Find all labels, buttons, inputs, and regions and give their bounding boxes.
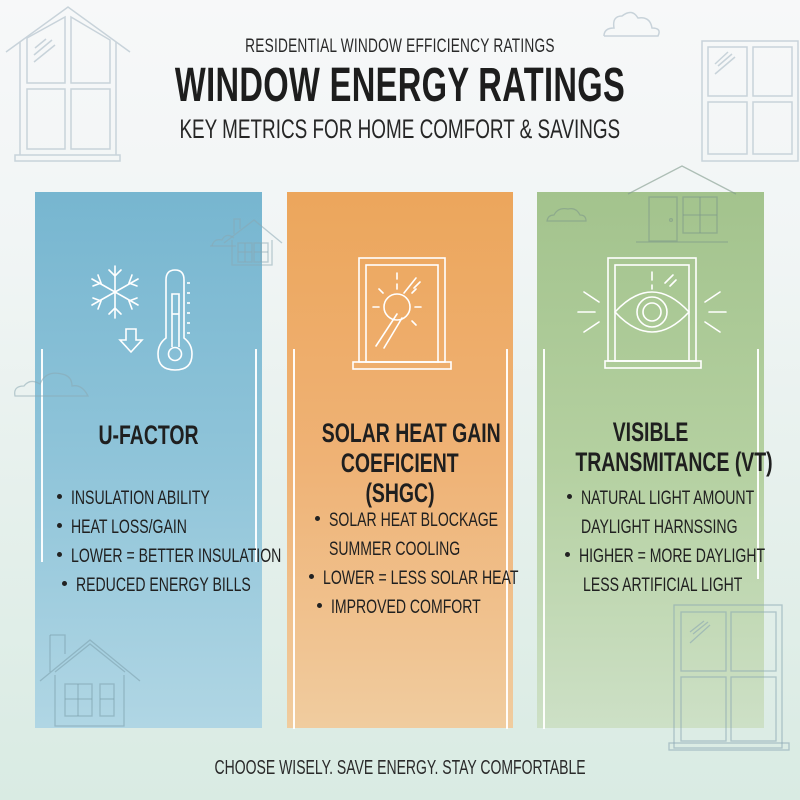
bullet-item: REDUCED ENERGY BILLS — [35, 575, 262, 597]
bullet-item: HEAT LOSS/GAIN — [35, 517, 262, 539]
divider-line — [543, 349, 545, 729]
bullet-item: IMPROVED COMFORT — [287, 597, 513, 619]
page-subtitle: KEY METRICS FOR HOME COMFORT & SAVINGS — [179, 114, 621, 144]
bullet-item: SUMMER COOLING — [329, 539, 461, 560]
down-arrow-icon — [118, 328, 144, 354]
eye-window-icon — [577, 256, 727, 369]
bullet-dot — [565, 552, 570, 558]
card-visible-transmittance: VISIBLE TRANSMITANCE (VT) NATURAL LIGHT … — [537, 192, 773, 729]
bullet-item: LOWER = BETTER INSULATION — [35, 546, 281, 568]
sun-window-icon — [352, 256, 452, 370]
divider-line — [255, 349, 257, 562]
bullet-dot — [57, 552, 62, 558]
card-title: VISIBLE TRANSMITANCE (VT) — [575, 417, 773, 477]
bullet-dot — [567, 494, 572, 500]
bullet-dot — [309, 574, 314, 580]
bullet-dot — [317, 603, 322, 609]
card-shgc: SOLAR HEAT GAIN COEFICIENT (SHGC) SOLAR … — [287, 192, 518, 729]
thermometer-icon — [154, 268, 198, 372]
card-title: U-FACTOR — [98, 420, 199, 450]
bullet-item: SOLAR HEAT BLOCKAGE — [287, 510, 513, 532]
card-u-factor: U-FACTOR INSULATION ABILITY HEAT LOSS/GA… — [35, 192, 281, 728]
bullet-dot — [57, 494, 62, 500]
divider-line — [41, 349, 43, 562]
bullet-item: INSULATION ABILITY — [35, 488, 262, 510]
bullet-item: DAYLIGHT HARNSSING — [581, 517, 738, 538]
bullet-item: NATURAL LIGHT AMOUNT — [537, 488, 764, 510]
card-title: SOLAR HEAT GAIN COEFICIENT (SHGC) — [321, 418, 501, 508]
page-title: WINDOW ENERGY RATINGS — [174, 59, 626, 112]
footer-tagline: CHOOSE WISELY. SAVE ENERGY. STAY COMFORT… — [214, 757, 586, 779]
divider-line — [293, 349, 295, 729]
snowflake-icon — [87, 264, 143, 320]
bullet-item: LOWER = LESS SOLAR HEAT — [287, 568, 518, 590]
bullet-item: HIGHER = MORE DAYLIGHT — [537, 546, 765, 568]
bullet-item: LESS ARTIFICIAL LIGHT — [583, 575, 743, 596]
bullet-dot — [315, 516, 320, 522]
divider-line — [757, 349, 759, 579]
kicker-text: RESIDENTIAL WINDOW EFFICIENCY RATINGS — [245, 36, 555, 57]
divider-line — [506, 349, 508, 729]
bullet-dot — [62, 581, 67, 587]
cloud-icon — [600, 6, 664, 38]
bullet-dot — [57, 523, 62, 529]
